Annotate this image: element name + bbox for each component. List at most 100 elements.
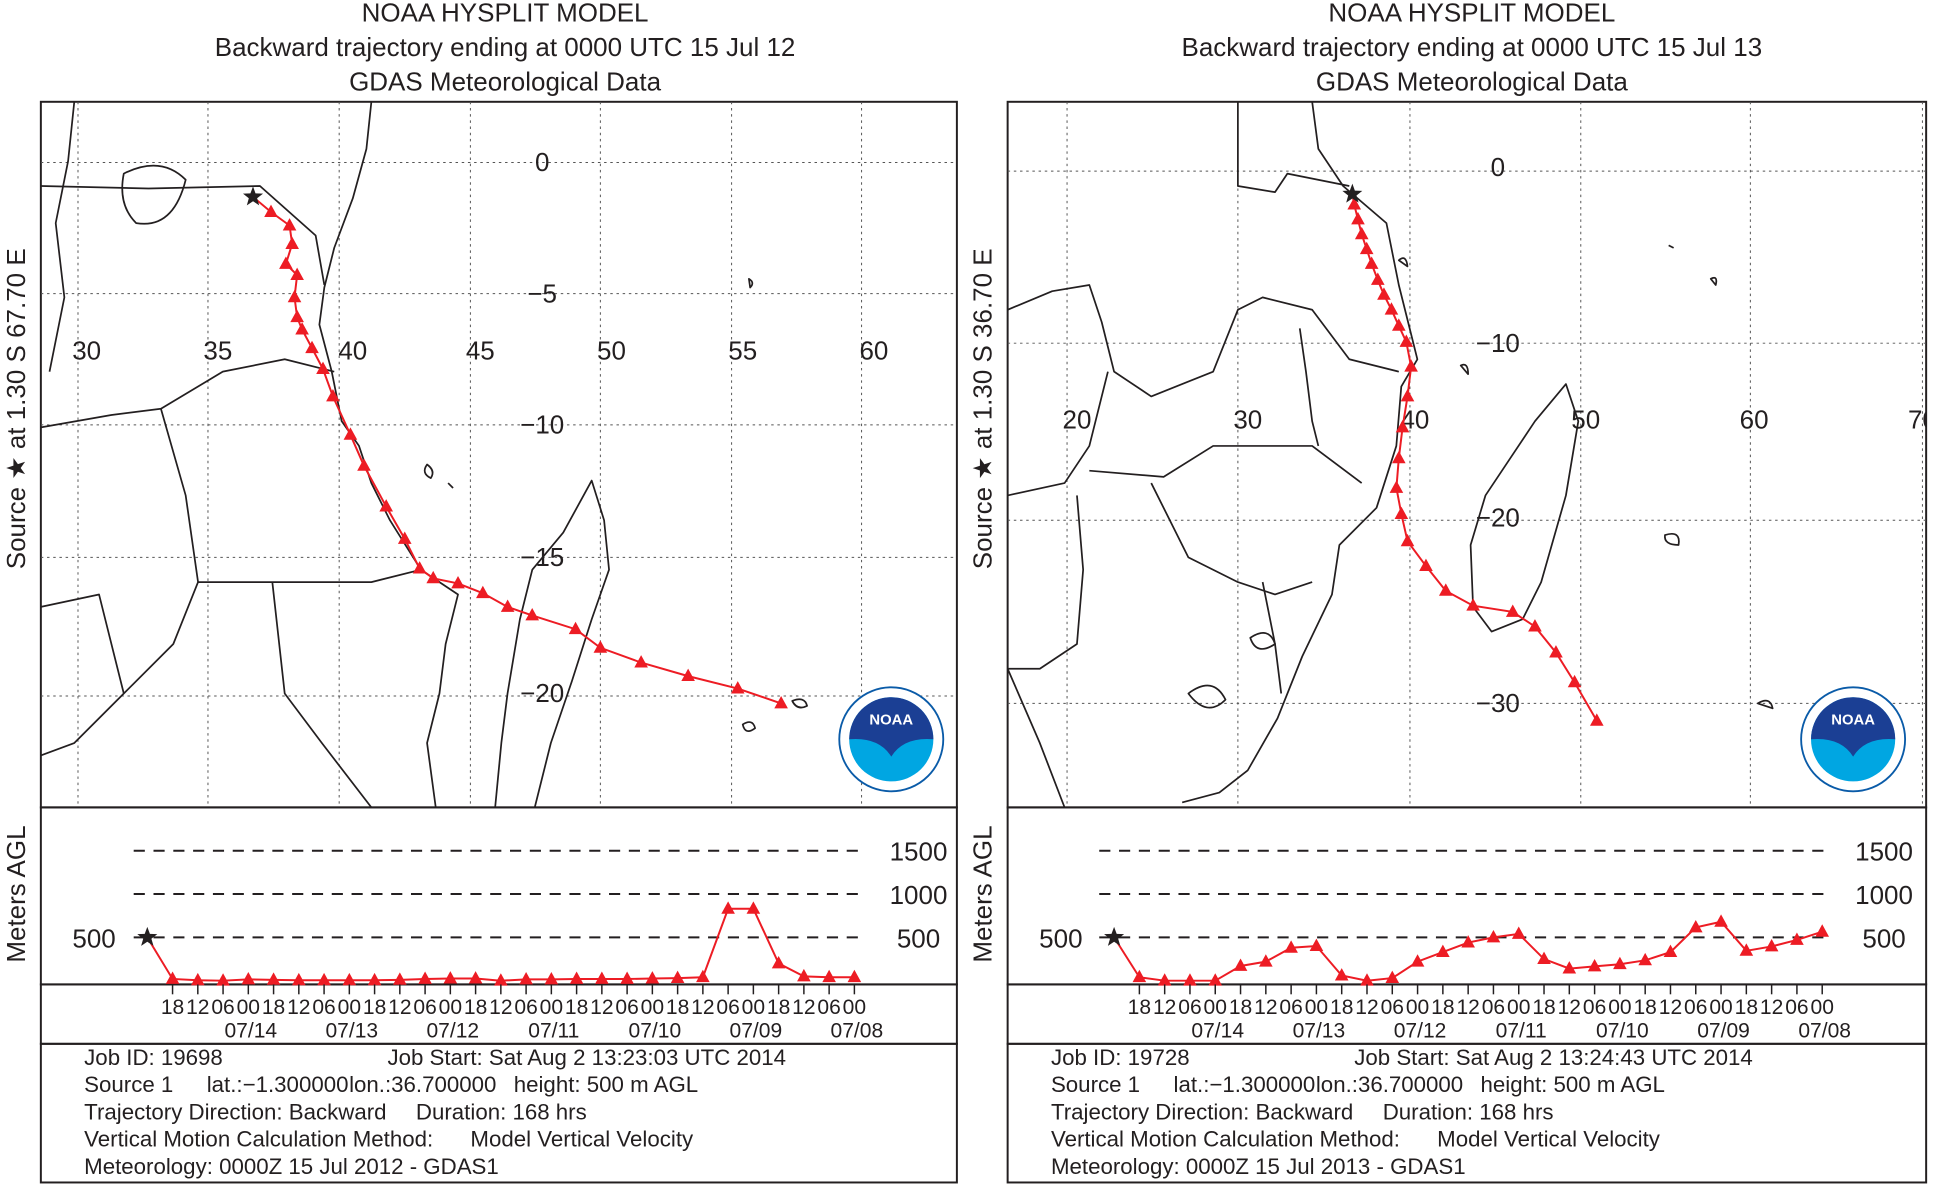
height-source-star xyxy=(1104,926,1125,946)
hour-tick-label: 12 xyxy=(1659,996,1682,1019)
trajectory-point xyxy=(593,640,608,653)
hour-tick-label: 18 xyxy=(1229,996,1252,1019)
map-boundary-line xyxy=(1007,668,1066,808)
trajectory-point xyxy=(1391,450,1406,464)
trajectory-point xyxy=(1394,506,1409,519)
hour-tick-label: 00 xyxy=(1811,996,1834,1019)
map-boundary-line xyxy=(40,358,335,429)
height-point xyxy=(1486,929,1501,943)
hour-tick-label: 00 xyxy=(1608,996,1631,1019)
height-point xyxy=(1790,932,1804,945)
longitude-tick-label: 40 xyxy=(338,335,367,365)
map-boundary-line xyxy=(1237,101,1350,194)
trajectory-point xyxy=(279,256,293,269)
height-point xyxy=(1208,973,1223,986)
longitude-tick-label: 45 xyxy=(466,335,495,365)
height-point xyxy=(1739,943,1754,956)
trajectory-panel-1: NOAA HYSPLIT MODEL Backward trajectory en… xyxy=(1,0,958,1184)
hour-tick-label: 00 xyxy=(338,996,361,1019)
trajectory-point xyxy=(1549,645,1563,658)
map-area: 30 35 40 45 50 55 60 0 −5 −10 −15 −20 NOAA xyxy=(40,101,957,808)
date-tick-label: 07/11 xyxy=(1496,1020,1547,1043)
height-point xyxy=(620,971,634,984)
date-tick-label: 07/14 xyxy=(224,1020,277,1043)
trajectory-point xyxy=(343,427,358,440)
height-point xyxy=(216,973,230,986)
map-boundary-line xyxy=(1249,632,1276,650)
longitude-tick-label: 50 xyxy=(597,335,626,365)
date-tick-label: 07/09 xyxy=(730,1020,783,1043)
trajectory-point xyxy=(1589,713,1604,726)
height-point xyxy=(342,972,357,986)
hour-tick-label: 00 xyxy=(1305,996,1328,1019)
latitude-tick-label: −10 xyxy=(520,410,564,440)
trajectory-point xyxy=(1567,674,1582,688)
height-point xyxy=(1815,924,1830,937)
date-tick-label: 07/12 xyxy=(426,1020,479,1043)
height-point xyxy=(1309,938,1324,951)
source-height: height: 500 m AGL xyxy=(514,1072,698,1097)
map-boundary-line xyxy=(121,164,187,225)
height-point xyxy=(696,969,710,983)
job-start: Job Start: Sat Aug 2 13:23:03 UTC 2014 xyxy=(387,1045,786,1070)
hour-tick-label: 12 xyxy=(1355,996,1378,1019)
height-point xyxy=(1688,919,1703,933)
hour-tick-label: 00 xyxy=(439,996,462,1019)
hour-tick-label: 00 xyxy=(742,996,765,1019)
hour-tick-label: 12 xyxy=(186,996,209,1019)
map-boundary-line xyxy=(1664,532,1680,546)
source-lon: lon.:36.700000 xyxy=(1316,1072,1463,1097)
latitude-tick-label: 0 xyxy=(1491,152,1505,182)
hour-tick-label: 06 xyxy=(1583,996,1606,1019)
hour-tick-label: 00 xyxy=(1204,996,1227,1019)
map-boundary-line xyxy=(40,185,326,286)
vertical-motion-label: Vertical Motion Calculation Method: xyxy=(84,1127,433,1152)
hour-tick-label: 06 xyxy=(1381,996,1404,1019)
height-tick-label: 500 xyxy=(897,923,940,953)
date-tick-label: 07/09 xyxy=(1697,1020,1750,1043)
height-plot-frame xyxy=(39,806,958,986)
height-point xyxy=(1334,968,1349,981)
height-point xyxy=(822,969,836,983)
trajectory-point xyxy=(568,621,583,635)
trajectory-point xyxy=(774,695,788,709)
trajectory-point xyxy=(1384,302,1399,315)
source-location-label: Source ★ at 1.30 S 36.70 E xyxy=(968,248,998,569)
hour-tick-label: 06 xyxy=(312,996,335,1019)
hour-tick-label: 18 xyxy=(1330,996,1353,1019)
date-tick-label: 07/12 xyxy=(1394,1020,1447,1043)
trajectory-point xyxy=(316,361,330,375)
height-point xyxy=(1663,944,1678,958)
height-line xyxy=(146,907,855,982)
height-point xyxy=(746,901,761,914)
source-lon: lon.:36.700000 xyxy=(349,1072,496,1097)
map-boundary-line xyxy=(40,408,199,757)
hour-tick-label: 06 xyxy=(716,996,739,1019)
height-point xyxy=(266,972,281,985)
height-tick-label: 1500 xyxy=(1855,837,1913,867)
hour-tick-label: 06 xyxy=(211,996,234,1019)
hour-tick-label: 18 xyxy=(1735,996,1758,1019)
trajectory-point xyxy=(287,289,302,303)
trajectory-point xyxy=(1347,197,1362,210)
hour-tick-label: 12 xyxy=(287,996,310,1019)
trajectory-point xyxy=(1389,480,1404,493)
height-axis-label: Meters AGL xyxy=(1,825,31,962)
longitude-tick-label: 70 xyxy=(1908,405,1937,435)
trajectory-point xyxy=(1359,241,1374,255)
date-tick-label: 07/13 xyxy=(1293,1020,1346,1043)
height-point xyxy=(1132,969,1147,983)
chart-title-line: Backward trajectory ending at 0000 UTC 1… xyxy=(1182,32,1763,62)
chart-title-line: GDAS Meteorological Data xyxy=(1316,67,1629,97)
trajectory-point xyxy=(451,575,465,589)
hour-tick-label: 18 xyxy=(1431,996,1454,1019)
height-point xyxy=(1613,956,1627,970)
source-location-label: Source ★ at 1.30 S 67.70 E xyxy=(1,248,31,569)
trajectory-point xyxy=(476,585,490,599)
vertical-motion-value: Model Vertical Velocity xyxy=(1437,1127,1661,1152)
map-boundary-line xyxy=(1709,276,1718,286)
trajectory-point xyxy=(1505,604,1520,617)
trajectory-point xyxy=(525,608,540,621)
trajectory-point xyxy=(1395,420,1410,433)
